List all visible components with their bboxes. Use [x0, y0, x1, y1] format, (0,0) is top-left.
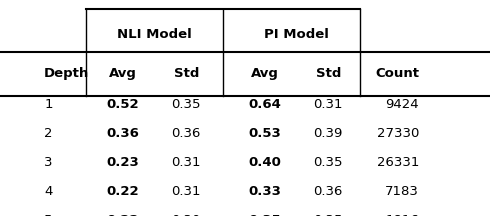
Text: 0.64: 0.64	[248, 98, 281, 111]
Text: 0.35: 0.35	[248, 214, 281, 216]
Text: 5: 5	[44, 214, 52, 216]
Text: 4: 4	[44, 185, 52, 198]
Text: 0.23: 0.23	[106, 156, 139, 169]
Text: 0.22: 0.22	[106, 185, 139, 198]
Text: Std: Std	[173, 67, 199, 79]
Text: 0.30: 0.30	[172, 214, 201, 216]
Text: Avg: Avg	[251, 67, 278, 79]
Text: 7183: 7183	[385, 185, 419, 198]
Text: 0.33: 0.33	[248, 185, 281, 198]
Text: NLI Model: NLI Model	[117, 28, 192, 41]
Text: Count: Count	[375, 67, 419, 79]
Text: 0.31: 0.31	[172, 185, 201, 198]
Text: 0.35: 0.35	[172, 98, 201, 111]
Text: 0.40: 0.40	[248, 156, 281, 169]
Text: 0.36: 0.36	[106, 127, 139, 140]
Text: 0.36: 0.36	[172, 127, 201, 140]
Text: 0.53: 0.53	[248, 127, 281, 140]
Text: 0.36: 0.36	[314, 185, 343, 198]
Text: 27330: 27330	[377, 127, 419, 140]
Text: 0.31: 0.31	[314, 98, 343, 111]
Text: 26331: 26331	[377, 156, 419, 169]
Text: 0.35: 0.35	[314, 214, 343, 216]
Text: 1: 1	[44, 98, 52, 111]
Text: 0.35: 0.35	[314, 156, 343, 169]
Text: 2: 2	[44, 127, 52, 140]
Text: 0.22: 0.22	[106, 214, 139, 216]
Text: PI Model: PI Model	[264, 28, 329, 41]
Text: Depth: Depth	[44, 67, 89, 79]
Text: 1816: 1816	[385, 214, 419, 216]
Text: Avg: Avg	[109, 67, 136, 79]
Text: 3: 3	[44, 156, 52, 169]
Text: 0.52: 0.52	[106, 98, 139, 111]
Text: 0.31: 0.31	[172, 156, 201, 169]
Text: 0.39: 0.39	[314, 127, 343, 140]
Text: 9424: 9424	[385, 98, 419, 111]
Text: Std: Std	[316, 67, 341, 79]
